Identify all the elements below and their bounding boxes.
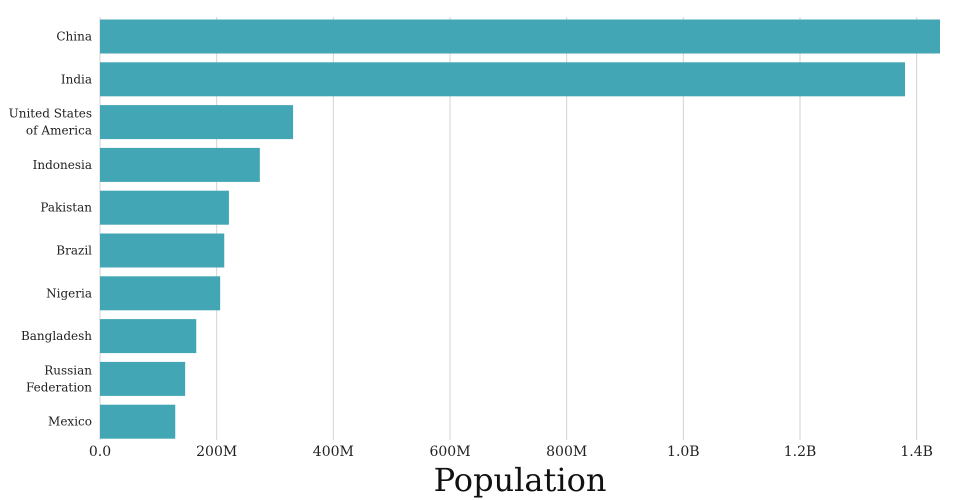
category-label-line: Pakistan bbox=[40, 201, 92, 215]
bar-pakistan bbox=[100, 190, 229, 225]
category-label-line: Mexico bbox=[48, 415, 92, 429]
category-label-line: Brazil bbox=[56, 244, 92, 258]
category-label: Brazil bbox=[56, 244, 92, 258]
bar-nigeria bbox=[100, 276, 221, 311]
x-tick-label: 1.0B bbox=[667, 444, 700, 460]
x-tick-label: 600M bbox=[429, 444, 470, 460]
bar-united-states-of-america bbox=[100, 105, 294, 140]
x-tick-label: 200M bbox=[196, 444, 237, 460]
category-label: Pakistan bbox=[40, 201, 92, 215]
x-tick-label: 800M bbox=[546, 444, 587, 460]
category-label: Nigeria bbox=[46, 286, 92, 300]
category-label-line: United States bbox=[9, 107, 92, 121]
category-label: India bbox=[61, 72, 92, 86]
category-label: Bangladesh bbox=[21, 329, 92, 343]
category-label: Russian Federation bbox=[26, 363, 92, 394]
bar-russian-federation bbox=[100, 361, 186, 396]
bar-layer bbox=[100, 19, 940, 439]
category-label-line: Indonesia bbox=[33, 158, 92, 172]
bar-india bbox=[100, 62, 905, 97]
category-label-line: Federation bbox=[26, 380, 92, 394]
category-label-line: Nigeria bbox=[46, 286, 92, 300]
category-label-line: Russian bbox=[44, 363, 92, 377]
category-label-layer: China India United States of America Indones… bbox=[9, 30, 93, 429]
category-label-line: China bbox=[56, 30, 92, 44]
bar-mexico bbox=[100, 404, 176, 439]
category-label: United States of America bbox=[9, 107, 92, 138]
category-label: Mexico bbox=[48, 415, 92, 429]
x-tick-label: 1.2B bbox=[784, 444, 817, 460]
bar-bangladesh bbox=[100, 319, 197, 354]
x-tick-label: 400M bbox=[313, 444, 354, 460]
x-tick-label: 1.4B bbox=[900, 444, 933, 460]
bar-china bbox=[100, 19, 940, 54]
category-label-line: Bangladesh bbox=[21, 329, 92, 343]
category-label-line: India bbox=[61, 72, 92, 86]
category-label: Indonesia bbox=[33, 158, 92, 172]
bar-brazil bbox=[100, 233, 225, 268]
x-tick-label: 0.0 bbox=[89, 444, 111, 460]
bar-indonesia bbox=[100, 147, 260, 182]
category-label-line: of America bbox=[26, 124, 92, 138]
x-tick-label-layer: 0.0 200M 400M 600M 800M 1.0B 1.2B 1.4B bbox=[89, 444, 933, 460]
category-label: China bbox=[56, 30, 92, 44]
x-axis-title: Population bbox=[434, 461, 607, 499]
